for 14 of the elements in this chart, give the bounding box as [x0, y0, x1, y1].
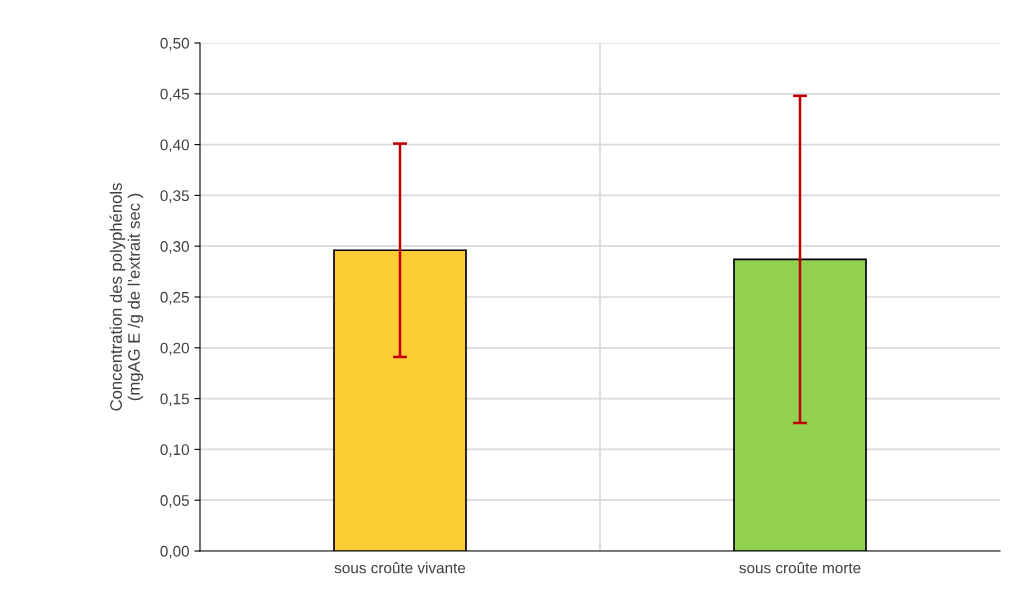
y-tick-label: 0,20 [160, 342, 189, 356]
y-tick-label: 0,05 [160, 495, 189, 508]
y-tick-label: 0,30 [160, 241, 189, 254]
y-tick-label: 0,00 [160, 545, 189, 559]
y-tick-label: 0,50 [160, 37, 189, 51]
y-tick-label: 0,15 [160, 393, 189, 407]
y-tick-label: 0,45 [160, 88, 189, 102]
y-axis-title: Concentration des polyphénols (mgAG E /g de l’extrait sec ) [109, 183, 144, 411]
x-tick-label: sous croûte vivante [334, 562, 466, 574]
y-tick-label: 0,25 [160, 291, 189, 305]
y-tick-label: 0,35 [160, 190, 189, 203]
x-tick-label: sous croûte morte [739, 562, 861, 574]
y-tick-label: 0,40 [160, 139, 189, 153]
y-tick-label: 0,10 [160, 444, 189, 457]
